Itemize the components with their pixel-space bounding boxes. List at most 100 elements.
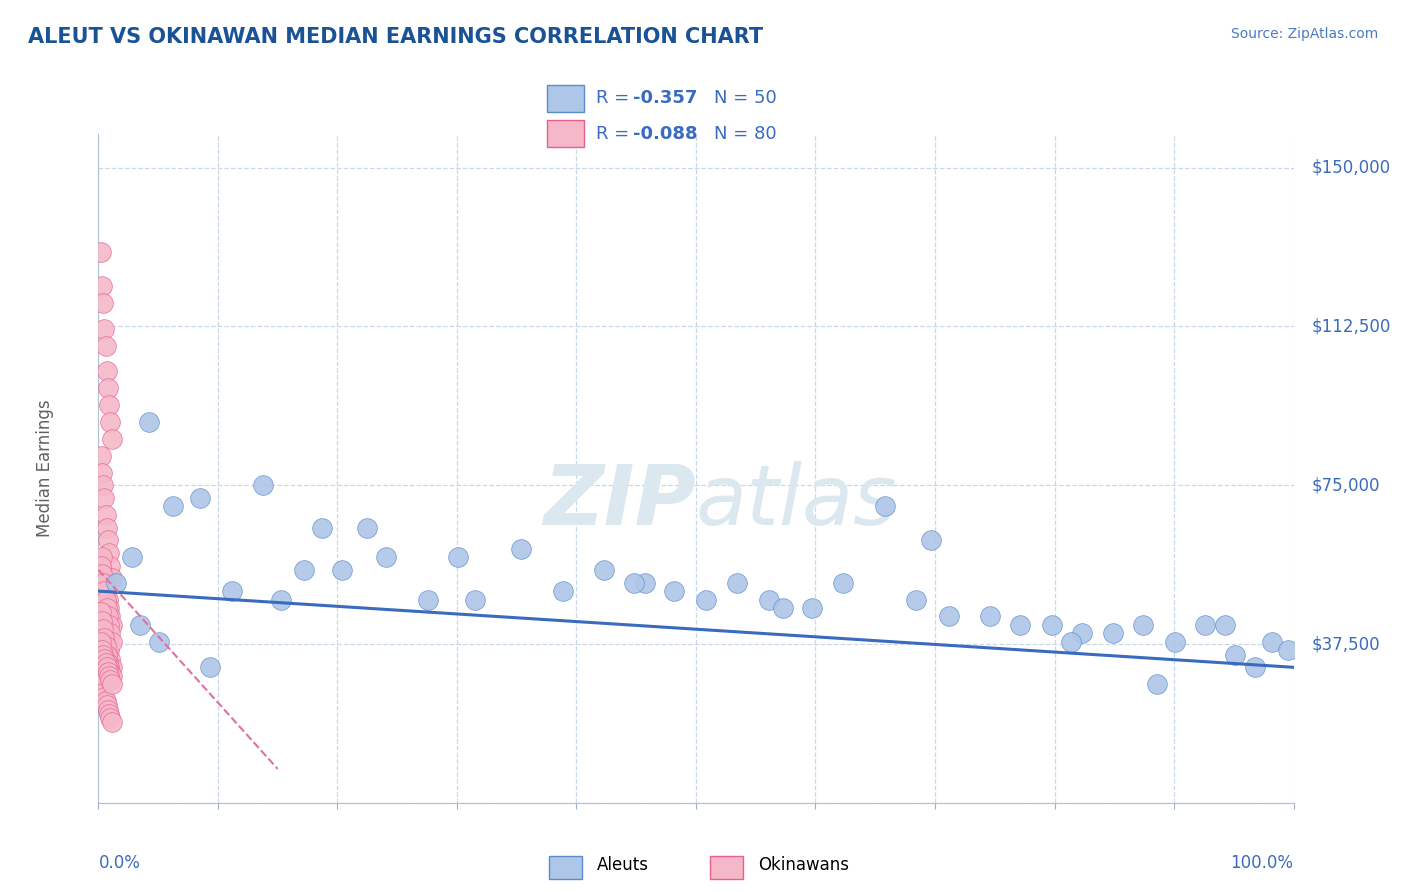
Point (90, 584, 112, 599)
Text: ZIP: ZIP (543, 461, 696, 542)
Text: $75,000: $75,000 (1312, 476, 1379, 494)
Point (100, 432, 122, 446)
Point (1132, 618, 1154, 632)
Point (91, 601, 114, 615)
Point (1277, 643, 1299, 657)
Point (98, 415, 122, 429)
Point (1060, 635, 1083, 649)
Text: N = 50: N = 50 (714, 89, 776, 107)
Text: $112,500: $112,500 (1312, 318, 1391, 335)
Point (447, 550, 470, 565)
Point (100, 677, 122, 691)
Text: $150,000: $150,000 (1312, 159, 1391, 177)
Point (91, 601, 114, 615)
Point (1040, 618, 1063, 632)
Point (98, 601, 121, 615)
Point (93, 631, 115, 645)
Point (1071, 626, 1094, 640)
Point (90, 449, 112, 463)
Point (98, 711, 122, 725)
Point (96, 626, 118, 640)
Point (93, 584, 115, 599)
Point (1261, 635, 1284, 649)
Point (91, 622, 114, 636)
Point (1194, 618, 1216, 632)
Point (91, 643, 114, 657)
Point (97, 703, 120, 717)
Point (98, 558, 122, 573)
Point (758, 592, 780, 607)
Point (772, 601, 794, 615)
Text: ALEUT VS OKINAWAN MEDIAN EARNINGS CORRELATION CHART: ALEUT VS OKINAWAN MEDIAN EARNINGS CORREL… (28, 27, 763, 46)
Text: $37,500: $37,500 (1312, 635, 1381, 653)
Point (94, 592, 117, 607)
Point (97, 533, 120, 548)
Point (97, 656, 120, 670)
Point (464, 592, 486, 607)
Text: -0.357: -0.357 (633, 89, 697, 107)
Point (105, 575, 128, 590)
Point (91, 478, 114, 492)
Text: Source: ZipAtlas.com: Source: ZipAtlas.com (1230, 27, 1378, 41)
Point (311, 520, 333, 534)
Point (94, 575, 117, 590)
Point (90, 669, 112, 683)
Point (94, 508, 117, 522)
Point (418, 592, 440, 607)
Point (221, 584, 243, 599)
Point (188, 491, 211, 505)
Point (98, 665, 122, 679)
Point (100, 635, 122, 649)
Point (98, 626, 122, 640)
Point (623, 575, 645, 590)
Point (1102, 626, 1125, 640)
Point (98, 618, 121, 632)
Point (98, 660, 121, 674)
Point (90, 245, 112, 260)
Point (1146, 677, 1168, 691)
Point (96, 648, 118, 662)
Point (1215, 618, 1237, 632)
Point (94, 694, 117, 708)
Point (91, 614, 114, 628)
Point (100, 571, 122, 585)
Text: R =: R = (596, 89, 636, 107)
Point (100, 715, 122, 730)
Point (91, 648, 114, 662)
Point (553, 584, 575, 599)
Point (91, 567, 114, 582)
Point (938, 609, 960, 624)
Point (93, 609, 115, 624)
Point (98, 673, 122, 687)
Point (1223, 648, 1246, 662)
Point (1008, 618, 1031, 632)
Point (725, 575, 748, 590)
Point (94, 338, 117, 352)
Point (98, 643, 121, 657)
Point (91, 466, 114, 480)
Point (356, 520, 378, 534)
Point (292, 563, 315, 577)
Text: atlas: atlas (696, 461, 897, 542)
Point (93, 609, 115, 624)
Point (93, 491, 115, 505)
Point (91, 575, 114, 590)
Point (98, 652, 122, 666)
Point (91, 279, 114, 293)
Point (97, 665, 120, 679)
FancyBboxPatch shape (550, 856, 582, 879)
Point (138, 415, 160, 429)
Text: Okinawans: Okinawans (758, 856, 849, 874)
Point (664, 584, 686, 599)
Text: R =: R = (596, 125, 636, 143)
Point (98, 398, 121, 412)
Point (510, 541, 533, 556)
Point (129, 618, 152, 632)
Point (98, 706, 121, 721)
Point (93, 652, 115, 666)
Point (93, 690, 115, 704)
Point (100, 618, 122, 632)
Text: -0.088: -0.088 (633, 125, 697, 143)
Point (91, 592, 114, 607)
Point (270, 592, 292, 607)
